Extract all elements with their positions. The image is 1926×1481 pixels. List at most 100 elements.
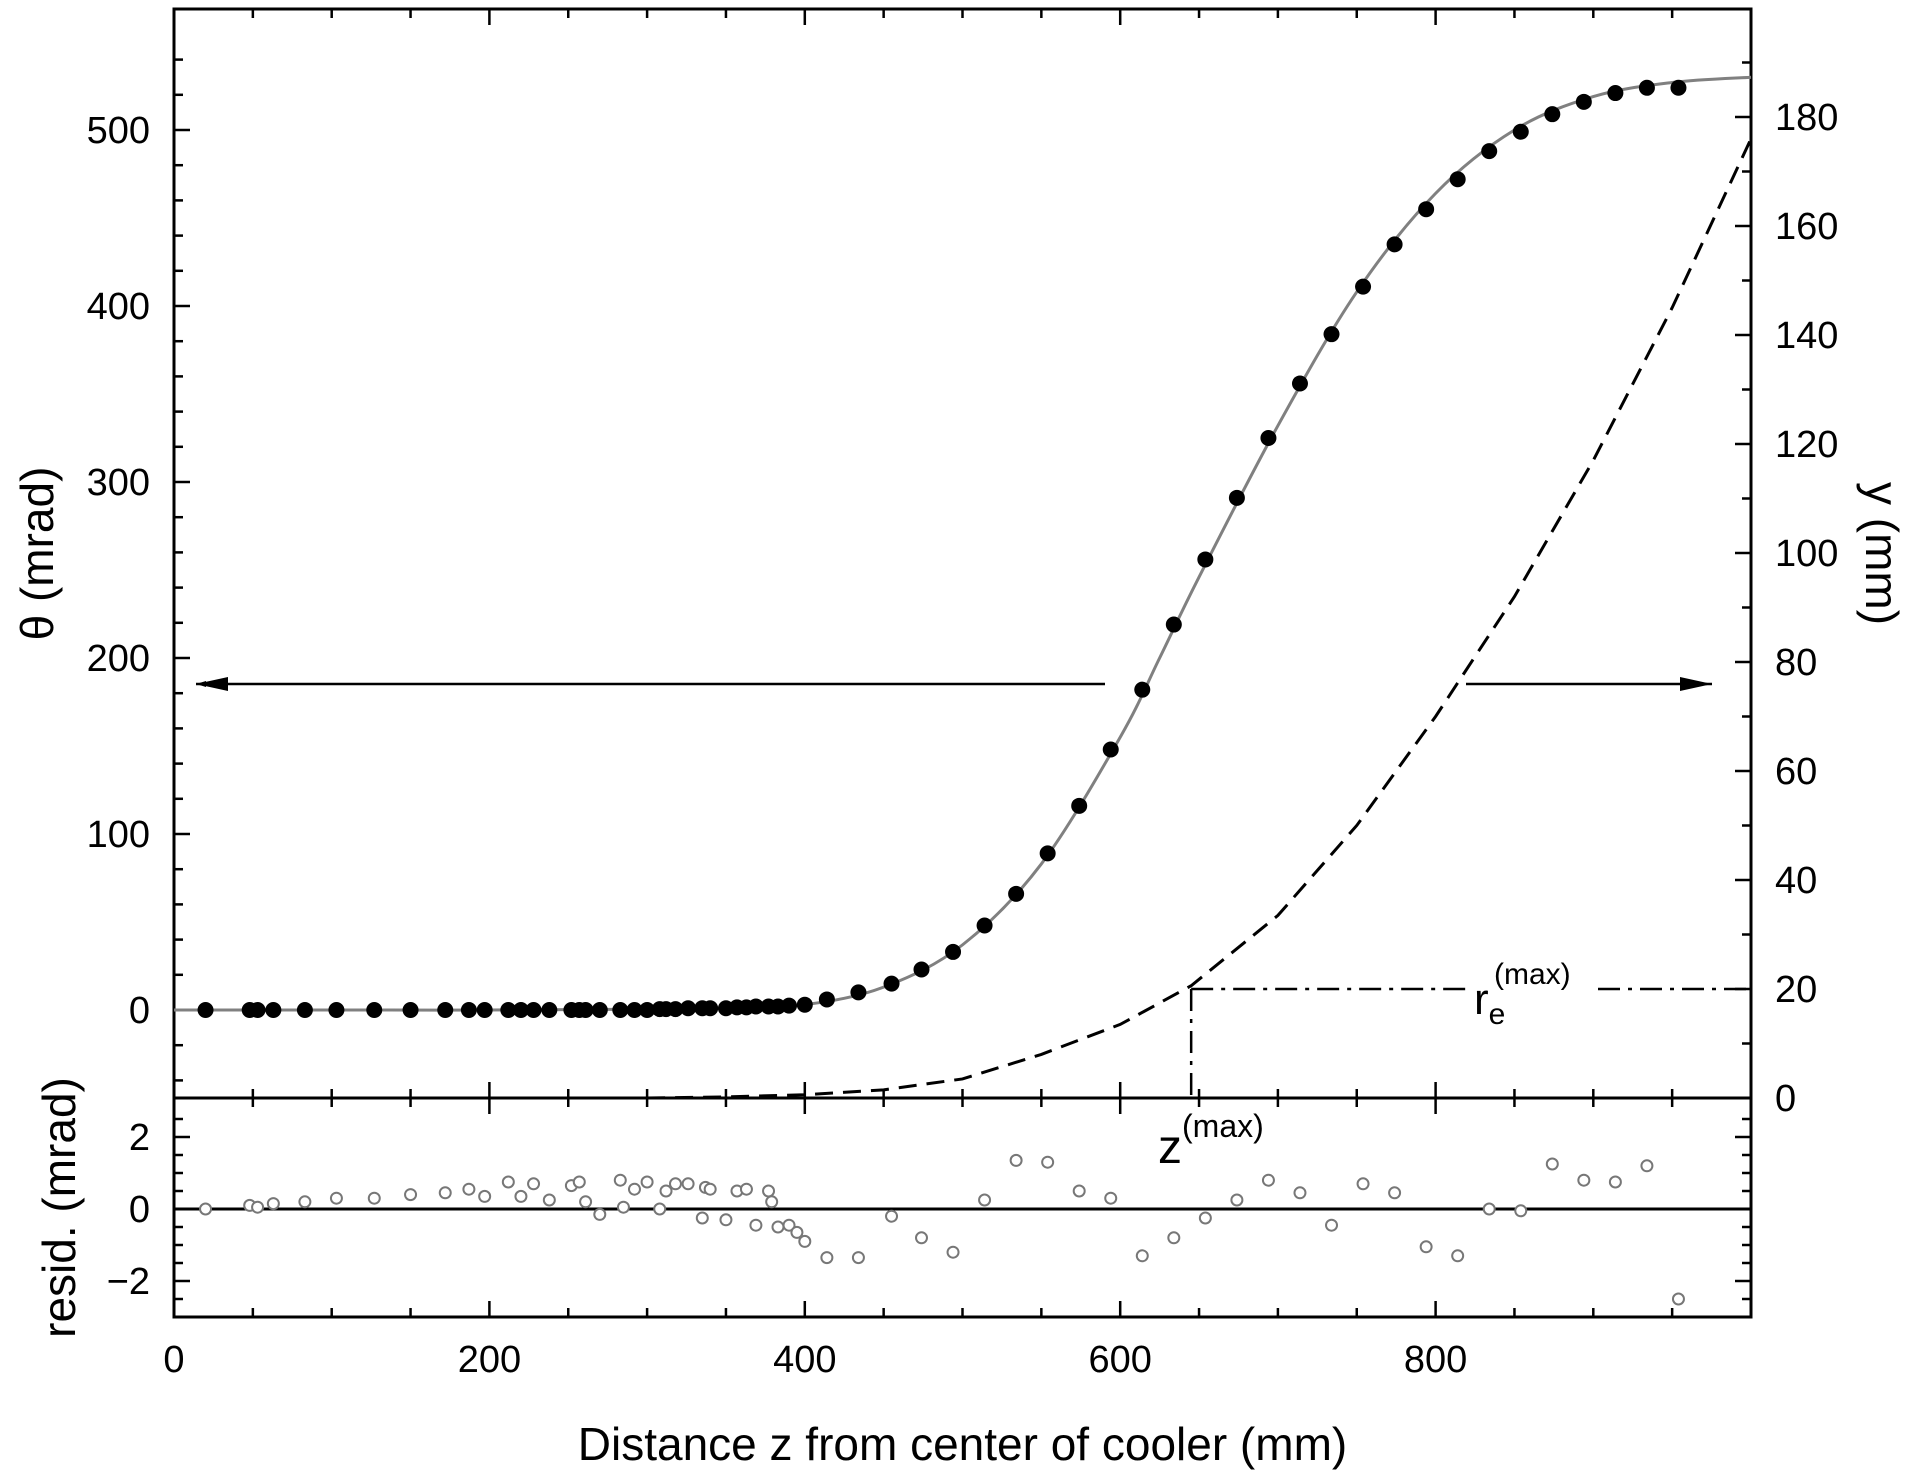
z-max-label: z(max) [1158, 1108, 1264, 1174]
residual-point [765, 1195, 779, 1209]
data-point [1165, 616, 1182, 633]
y-left-tick-label: 200 [87, 638, 150, 680]
data-point [1260, 430, 1277, 446]
data-point [328, 1002, 345, 1018]
data-point [850, 984, 867, 1001]
residual-point [329, 1191, 343, 1205]
data-point [1355, 278, 1372, 295]
data-point [781, 997, 798, 1014]
re-max-label-sup: (max) [1494, 958, 1571, 991]
data-point [476, 1002, 493, 1018]
y-left-axis-label: θ (mrad) [11, 467, 63, 641]
data-point [626, 1002, 643, 1018]
residual-point [978, 1193, 992, 1207]
residual-point [462, 1182, 476, 1196]
x-tick-label: 600 [1088, 1339, 1151, 1381]
residual-point [627, 1182, 641, 1196]
data-point [591, 1002, 608, 1018]
x-tick-label: 0 [163, 1339, 184, 1381]
residual-point [1104, 1191, 1118, 1205]
residual-point [1545, 1157, 1559, 1171]
data-point [747, 998, 764, 1015]
residual-point [790, 1225, 804, 1239]
residual-point [1356, 1177, 1370, 1191]
data-point [818, 991, 835, 1008]
y-resid-tick-label: 2 [129, 1117, 150, 1159]
residual-point [703, 1182, 717, 1196]
residual-point [1135, 1249, 1149, 1263]
x-axis-label: Distance z from center of cooler (mm) [578, 1418, 1347, 1470]
data-point [1575, 93, 1592, 110]
residual-point [1293, 1186, 1307, 1200]
residual-point [613, 1173, 627, 1187]
y-left-tick-label: 500 [87, 110, 150, 152]
data-point [883, 975, 900, 992]
residual-point [782, 1218, 796, 1232]
data-point [460, 1002, 477, 1018]
data-point [1071, 797, 1088, 814]
right-arrowhead [1680, 677, 1712, 691]
residual-point [1261, 1173, 1275, 1187]
data-point [945, 943, 962, 960]
y-right-tick-label: 20 [1775, 969, 1817, 1011]
data-point [437, 1002, 454, 1018]
residual-point [668, 1177, 682, 1191]
residual-point [298, 1195, 312, 1209]
residual-point [749, 1218, 763, 1232]
x-tick-label: 800 [1404, 1339, 1467, 1381]
residual-point [1640, 1159, 1654, 1173]
residual-point [1451, 1249, 1465, 1263]
residual-point [1388, 1186, 1402, 1200]
y-resid-tick-label: 0 [129, 1189, 150, 1231]
residual-point [851, 1251, 865, 1265]
data-point [265, 1002, 282, 1018]
residual-point [616, 1200, 630, 1214]
re-max-label-main: r [1474, 975, 1489, 1024]
y-right-tick-label: 40 [1775, 860, 1817, 902]
data-point [1544, 106, 1561, 123]
re-max-label-sub: e [1489, 998, 1506, 1031]
residual-point [1009, 1153, 1023, 1167]
residual-point [542, 1193, 556, 1207]
data-point [1670, 79, 1687, 96]
residual-point [739, 1182, 753, 1196]
data-point [1291, 375, 1308, 392]
z-max-label-main: z [1158, 1121, 1182, 1174]
residual-point [367, 1191, 381, 1205]
residual-point [1325, 1218, 1339, 1232]
data-point [1418, 201, 1435, 218]
residual-point [1482, 1202, 1496, 1216]
y-right-axis-label: y (mm) [1856, 482, 1908, 625]
data-point [577, 1002, 594, 1018]
residual-point [1671, 1292, 1685, 1306]
residual-point [914, 1231, 928, 1245]
data-point [296, 1002, 313, 1018]
data-point [366, 1002, 383, 1018]
y-right-tick-label: 0 [1775, 1078, 1796, 1120]
data-point [680, 1000, 697, 1017]
data-point [1039, 845, 1056, 862]
residual-point [659, 1184, 673, 1198]
data-point [667, 1001, 684, 1018]
residual-point [579, 1195, 593, 1209]
data-point [1228, 489, 1245, 506]
data-point [639, 1002, 656, 1018]
data-point [197, 1002, 214, 1018]
re-max-label: re (max) [1474, 958, 1571, 1031]
residual-point [820, 1251, 834, 1265]
residual-point [885, 1209, 899, 1223]
residual-point [251, 1200, 265, 1214]
fit-curve [174, 75, 1752, 1012]
data-point [1386, 236, 1403, 253]
residual-point [640, 1175, 654, 1189]
residual-point [1167, 1231, 1181, 1245]
y-right-tick-label: 120 [1775, 424, 1838, 466]
x-tick-label: 200 [458, 1339, 521, 1381]
residual-point [478, 1189, 492, 1203]
y-left-tick-label: 300 [87, 462, 150, 504]
x-tick-label: 400 [773, 1339, 836, 1381]
residual-point [438, 1186, 452, 1200]
data-point [796, 996, 813, 1013]
residual-point [527, 1177, 541, 1191]
